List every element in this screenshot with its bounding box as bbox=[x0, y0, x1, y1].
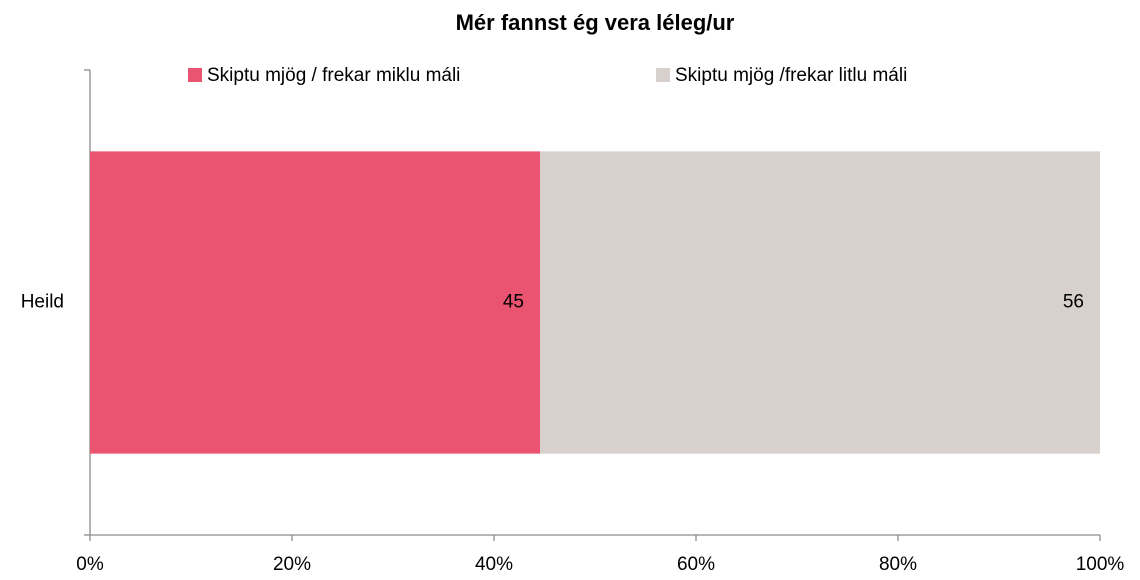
legend-swatch bbox=[656, 68, 670, 82]
x-tick-label: 20% bbox=[273, 554, 311, 575]
data-label: 45 bbox=[503, 292, 524, 313]
bar-segment bbox=[540, 151, 1100, 454]
legend-label: Skiptu mjög /frekar litlu máli bbox=[675, 65, 907, 86]
x-tick-label: 100% bbox=[1076, 554, 1125, 575]
data-label: 56 bbox=[1063, 292, 1084, 313]
x-tick-label: 60% bbox=[677, 554, 715, 575]
legend-swatch bbox=[188, 68, 202, 82]
y-tick-label: Heild bbox=[21, 292, 64, 313]
x-tick-label: 80% bbox=[879, 554, 917, 575]
legend-label: Skiptu mjög / frekar miklu máli bbox=[207, 65, 460, 86]
x-tick-label: 0% bbox=[76, 554, 104, 575]
bar-segment bbox=[90, 151, 540, 454]
chart-title: Mér fannst ég vera léleg/ur bbox=[456, 10, 735, 35]
x-tick-label: 40% bbox=[475, 554, 513, 575]
